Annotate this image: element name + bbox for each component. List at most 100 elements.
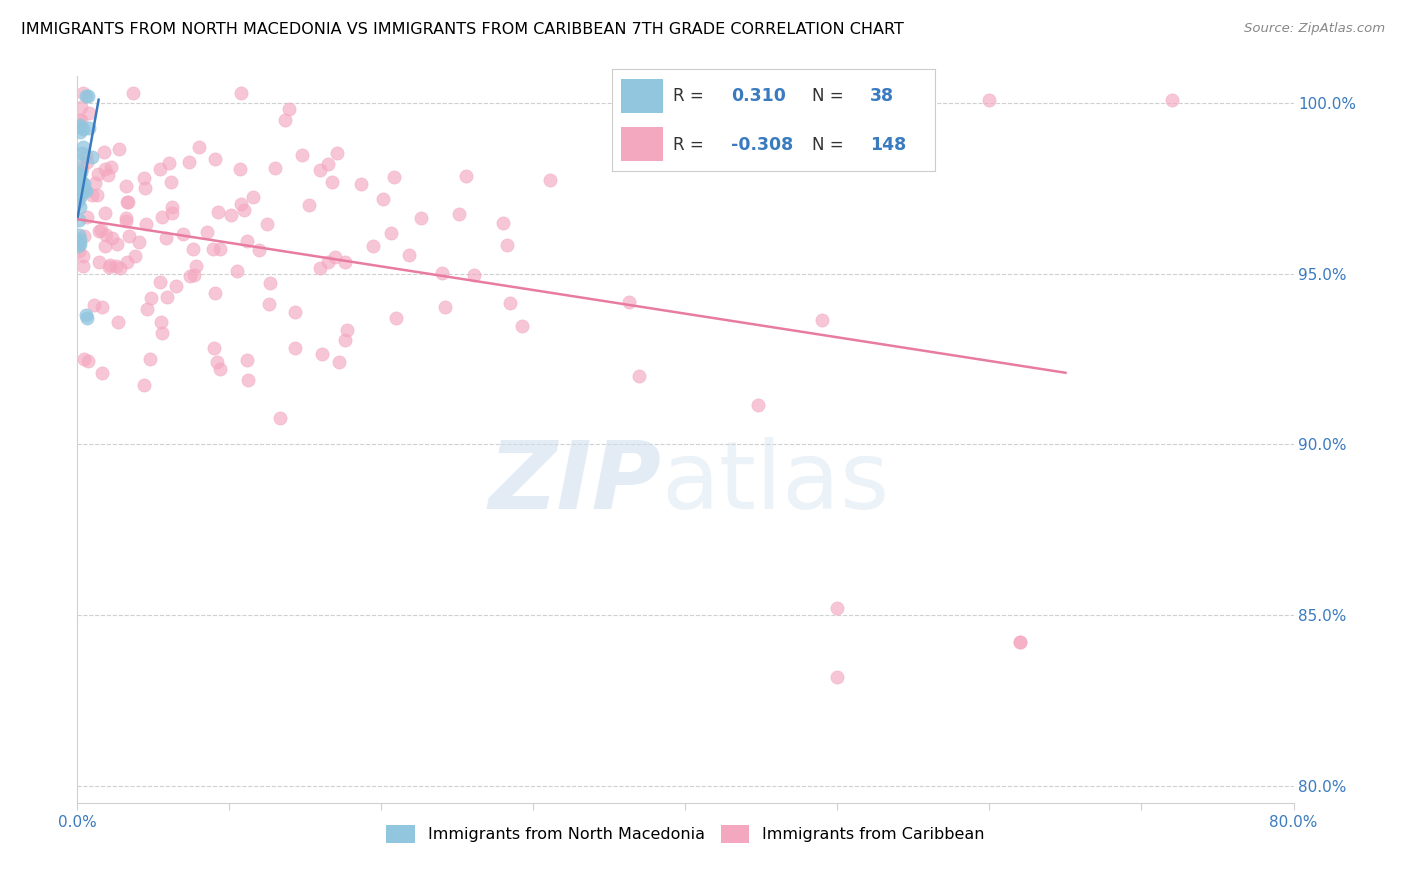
Point bbox=[229, 86, 252, 100]
Point bbox=[76, 89, 98, 103]
Point bbox=[118, 229, 141, 244]
Point bbox=[226, 263, 249, 277]
Point bbox=[72, 178, 94, 192]
Point bbox=[380, 226, 402, 240]
Point bbox=[70, 100, 93, 114]
Text: R =: R = bbox=[673, 87, 704, 105]
Point bbox=[69, 189, 91, 203]
Text: R =: R = bbox=[673, 136, 704, 153]
Point bbox=[73, 183, 96, 197]
Point bbox=[827, 601, 849, 615]
Point bbox=[371, 192, 394, 206]
Point bbox=[69, 164, 91, 178]
Point bbox=[70, 112, 93, 127]
Point bbox=[205, 355, 228, 369]
Point bbox=[110, 260, 132, 275]
Point bbox=[69, 118, 91, 132]
Point bbox=[66, 167, 89, 181]
Point bbox=[316, 255, 339, 269]
Point bbox=[291, 148, 314, 162]
Point bbox=[382, 169, 405, 184]
Point bbox=[76, 155, 98, 169]
Point bbox=[264, 161, 287, 176]
Point bbox=[159, 175, 181, 189]
Point bbox=[67, 153, 90, 168]
Point bbox=[77, 354, 100, 368]
Point bbox=[201, 243, 224, 257]
Text: N =: N = bbox=[813, 136, 844, 153]
Point bbox=[269, 411, 291, 425]
Point bbox=[259, 276, 281, 290]
Point bbox=[77, 120, 100, 135]
Point bbox=[325, 251, 347, 265]
Point bbox=[384, 310, 406, 325]
Point bbox=[150, 315, 173, 329]
Point bbox=[101, 230, 124, 244]
Point bbox=[149, 161, 172, 176]
Point bbox=[150, 326, 173, 341]
Point bbox=[70, 146, 93, 161]
Point bbox=[98, 260, 121, 274]
Point bbox=[100, 160, 122, 174]
Point bbox=[495, 238, 517, 252]
Point bbox=[456, 169, 478, 184]
Point bbox=[69, 237, 91, 252]
Point bbox=[69, 174, 91, 188]
Point bbox=[70, 181, 93, 195]
Point bbox=[67, 184, 90, 198]
Point bbox=[75, 89, 97, 103]
Point bbox=[236, 373, 259, 387]
Point bbox=[326, 145, 349, 160]
Text: N =: N = bbox=[813, 87, 844, 105]
Text: ZIP: ZIP bbox=[488, 437, 661, 529]
Point bbox=[229, 197, 252, 211]
Point bbox=[70, 176, 93, 190]
Point bbox=[538, 173, 561, 187]
Point bbox=[308, 261, 330, 276]
Point bbox=[86, 188, 108, 202]
Point bbox=[67, 236, 90, 251]
Point bbox=[209, 362, 232, 376]
Point bbox=[308, 162, 330, 177]
Point bbox=[492, 216, 515, 230]
Point bbox=[115, 214, 138, 228]
Point bbox=[259, 297, 281, 311]
Point bbox=[187, 140, 209, 154]
Point bbox=[284, 305, 307, 319]
Point bbox=[83, 298, 105, 312]
Point bbox=[811, 313, 834, 327]
Point bbox=[69, 200, 91, 214]
Point bbox=[284, 342, 307, 356]
Point bbox=[311, 347, 333, 361]
Point bbox=[73, 352, 96, 367]
Point bbox=[72, 259, 94, 273]
Point bbox=[94, 205, 117, 219]
Point bbox=[219, 208, 242, 222]
Point bbox=[90, 223, 112, 237]
Point bbox=[134, 170, 156, 185]
Point bbox=[1008, 635, 1031, 649]
Point bbox=[195, 225, 218, 239]
Point bbox=[433, 300, 456, 314]
Text: 0.310: 0.310 bbox=[731, 87, 786, 105]
Point bbox=[67, 184, 90, 198]
Point bbox=[979, 93, 1001, 107]
Point bbox=[93, 239, 115, 253]
Point bbox=[72, 86, 94, 100]
Point bbox=[1161, 93, 1184, 107]
Point bbox=[328, 355, 350, 369]
Point bbox=[66, 239, 89, 253]
Point bbox=[321, 176, 343, 190]
Point bbox=[67, 228, 90, 243]
Point bbox=[208, 243, 231, 257]
Point bbox=[627, 368, 650, 383]
Point bbox=[242, 189, 264, 203]
Bar bbox=[621, 79, 664, 112]
Point bbox=[94, 227, 117, 242]
Point bbox=[90, 367, 112, 381]
Point bbox=[69, 179, 91, 194]
Point bbox=[108, 142, 131, 156]
Point bbox=[149, 275, 172, 289]
Point bbox=[202, 341, 225, 355]
Point bbox=[98, 258, 121, 272]
